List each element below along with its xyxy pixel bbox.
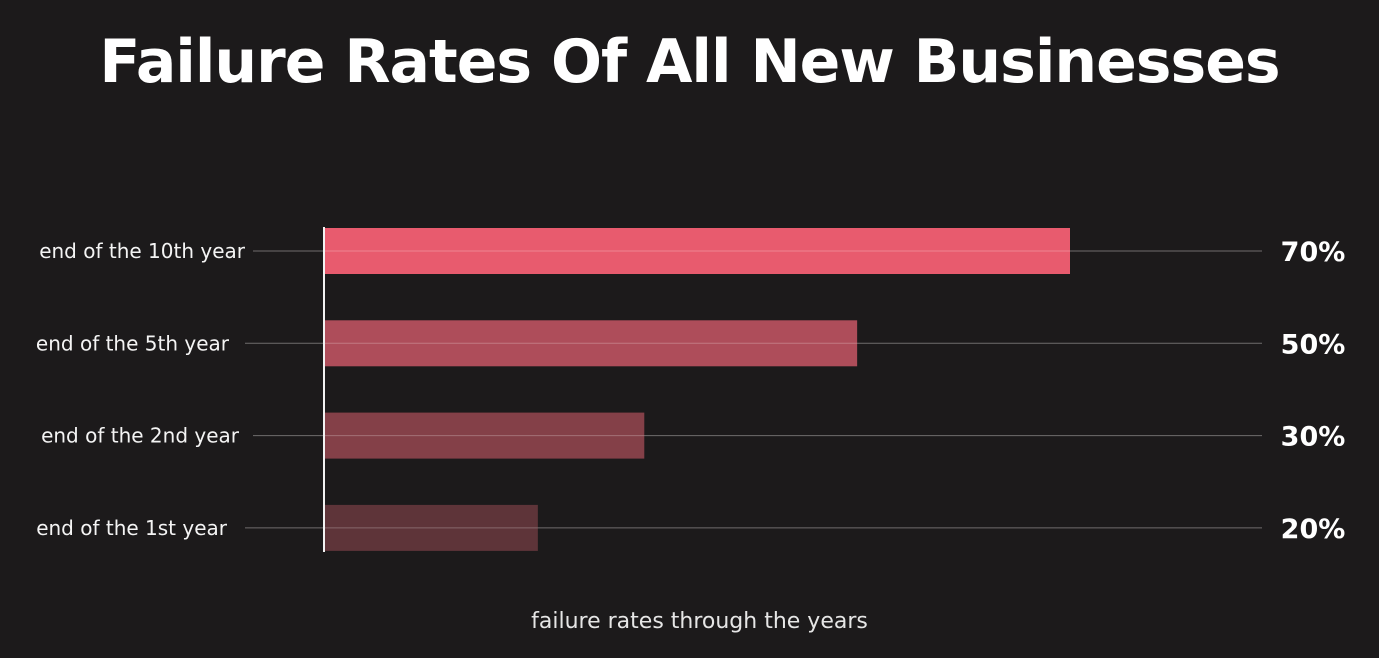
category-label: end of the 2nd year bbox=[41, 424, 240, 448]
value-label: 30% bbox=[1281, 422, 1346, 453]
value-label: 20% bbox=[1281, 514, 1346, 545]
chart-title: Failure Rates Of All New Businesses bbox=[99, 27, 1280, 97]
bar bbox=[325, 504, 538, 551]
value-labels: 70% 50% 30% 20% bbox=[1281, 237, 1346, 545]
bar bbox=[325, 412, 645, 459]
category-label: end of the 10th year bbox=[39, 239, 246, 263]
bar bbox=[325, 228, 1070, 274]
category-labels: end of the 10th year end of the 5th year e… bbox=[36, 239, 246, 540]
category-label: end of the 1st year bbox=[36, 516, 228, 540]
gridlines bbox=[245, 250, 1262, 529]
x-axis-label: failure rates through the years bbox=[531, 609, 868, 634]
category-label: end of the 5th year bbox=[36, 331, 230, 355]
value-label: 70% bbox=[1281, 237, 1346, 268]
bars bbox=[325, 228, 1070, 551]
bar bbox=[325, 320, 858, 367]
value-label: 50% bbox=[1281, 329, 1346, 360]
